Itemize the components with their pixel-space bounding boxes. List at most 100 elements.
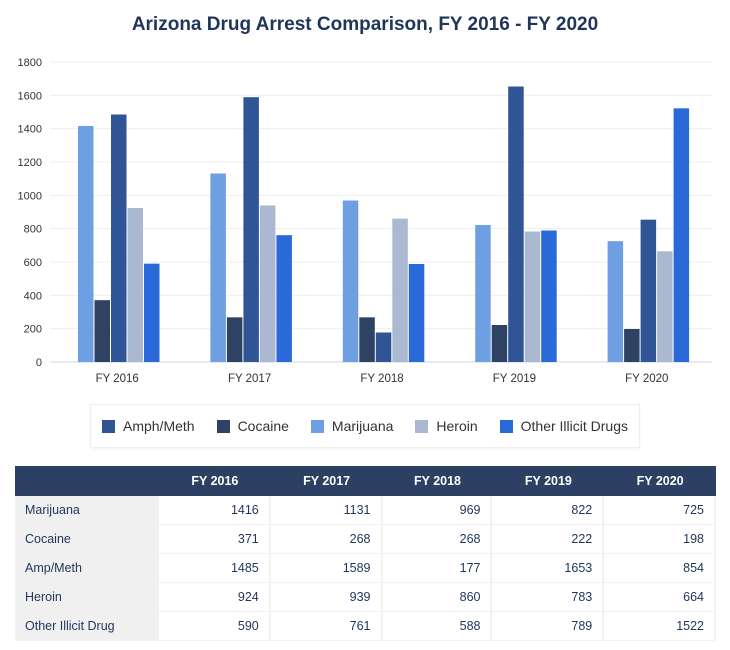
bar-marijuana-fy-2016[interactable] <box>78 126 94 362</box>
bar-amph-meth-fy-2020[interactable] <box>640 219 657 362</box>
bar-cocaine-fy-2020[interactable] <box>624 329 640 362</box>
legend-item[interactable]: Marijuana <box>310 418 394 434</box>
y-tick-label: 0 <box>36 357 42 369</box>
table-cell: 1485 <box>159 554 271 583</box>
bar-heroin-fy-2017[interactable] <box>259 205 276 363</box>
table-header: FY 2020 <box>604 466 716 496</box>
bar-other-illicit-drugs-fy-2018[interactable] <box>408 264 425 362</box>
y-tick-label: 1200 <box>18 157 42 169</box>
table-cell: 222 <box>492 525 605 554</box>
legend-swatch <box>216 419 230 433</box>
bar-marijuana-fy-2019[interactable] <box>475 225 491 362</box>
bar-other-illicit-drugs-fy-2016[interactable] <box>144 263 160 362</box>
bar-cocaine-fy-2016[interactable] <box>94 300 111 362</box>
legend-swatch <box>415 419 429 433</box>
table-row: Marijuana 1416 1131 969 822 725 <box>15 496 716 525</box>
legend-label: Marijuana <box>331 418 394 434</box>
bar-cocaine-fy-2017[interactable] <box>226 317 243 362</box>
bar-amph-meth-fy-2019[interactable] <box>508 86 524 363</box>
table-cell: 268 <box>382 525 493 554</box>
table-cell: 1131 <box>270 496 383 525</box>
row-label: Heroin <box>15 583 159 612</box>
table-header <box>15 466 159 496</box>
row-label: Cocaine <box>15 525 159 554</box>
x-tick-label: FY 2019 <box>493 373 536 385</box>
legend-item[interactable]: Heroin <box>415 418 478 434</box>
y-tick-label: 1000 <box>18 190 42 202</box>
bar-heroin-fy-2016[interactable] <box>127 208 144 362</box>
row-label: Other Illicit Drug <box>15 612 159 641</box>
legend-label: Cocaine <box>237 418 289 434</box>
bar-marijuana-fy-2020[interactable] <box>607 241 624 362</box>
legend-item[interactable]: Cocaine <box>216 418 289 434</box>
table-cell: 860 <box>382 583 493 612</box>
table-header: FY 2017 <box>270 466 383 496</box>
table-header: FY 2018 <box>382 466 493 496</box>
table-cell: 177 <box>382 554 493 583</box>
legend-label: Other Illicit Drugs <box>520 418 628 434</box>
table-cell: 822 <box>492 496 605 525</box>
bar-other-illicit-drugs-fy-2020[interactable] <box>673 108 690 362</box>
legend: Amph/Meth Cocaine Marijuana Heroin Other Ill… <box>90 404 640 448</box>
bar-heroin-fy-2020[interactable] <box>657 251 673 362</box>
table-cell: 939 <box>270 583 383 612</box>
table-row: Heroin 924 939 860 783 664 <box>15 583 716 612</box>
bar-heroin-fy-2019[interactable] <box>524 231 541 363</box>
y-tick-label: 1400 <box>18 124 42 136</box>
legend-swatch <box>499 419 513 433</box>
table-cell: 664 <box>604 583 716 612</box>
table-cell: 371 <box>159 525 271 554</box>
table-cell: 1416 <box>159 496 271 525</box>
legend-swatch <box>101 419 115 433</box>
legend-label: Amph/Meth <box>122 418 195 434</box>
bar-amph-meth-fy-2017[interactable] <box>243 97 259 363</box>
legend-item[interactable]: Amph/Meth <box>101 418 195 434</box>
x-tick-label: FY 2020 <box>625 373 668 385</box>
x-tick-label: FY 2017 <box>228 373 271 385</box>
y-tick-label: 1800 <box>18 57 42 69</box>
legend-swatch <box>310 419 324 433</box>
table-header: FY 2019 <box>492 466 605 496</box>
table-cell: 1653 <box>492 554 605 583</box>
table-cell: 725 <box>604 496 716 525</box>
y-tick-label: 400 <box>24 290 42 302</box>
table-cell: 1522 <box>604 612 716 641</box>
x-tick-label: FY 2018 <box>360 373 403 385</box>
table-cell: 198 <box>604 525 716 554</box>
x-tick-label: FY 2016 <box>96 373 139 385</box>
bar-amph-meth-fy-2018[interactable] <box>375 332 392 363</box>
row-label: Marijuana <box>15 496 159 525</box>
y-tick-label: 800 <box>24 224 42 236</box>
table-cell: 854 <box>604 554 716 583</box>
table-cell: 590 <box>159 612 271 641</box>
bar-chart: 0 200 400 600 800 1000 1200 1400 1600 1800 FY 2016… <box>18 57 712 385</box>
bar-marijuana-fy-2018[interactable] <box>342 200 359 363</box>
bar-marijuana-fy-2017[interactable] <box>210 173 226 363</box>
bar-other-illicit-drugs-fy-2017[interactable] <box>276 235 292 362</box>
bar-heroin-fy-2018[interactable] <box>392 218 408 362</box>
table-cell: 1589 <box>270 554 383 583</box>
y-tick-label: 200 <box>24 324 42 336</box>
table-cell: 761 <box>270 612 383 641</box>
data-table: FY 2016 FY 2017 FY 2018 FY 2019 FY 2020 Mari… <box>15 466 716 641</box>
bar-other-illicit-drugs-fy-2019[interactable] <box>541 230 557 363</box>
row-label: Amp/Meth <box>15 554 159 583</box>
bar-cocaine-fy-2019[interactable] <box>491 325 508 362</box>
table-row: Amp/Meth 1485 1589 177 1653 854 <box>15 554 716 583</box>
y-tick-label: 600 <box>24 257 42 269</box>
table-cell: 268 <box>270 525 383 554</box>
table-cell: 924 <box>159 583 271 612</box>
legend-item[interactable]: Other Illicit Drugs <box>499 418 628 434</box>
legend-label: Heroin <box>436 418 478 434</box>
y-tick-label: 1600 <box>18 90 42 102</box>
table-cell: 789 <box>492 612 605 641</box>
table-cell: 588 <box>382 612 493 641</box>
table-row: Cocaine 371 268 268 222 198 <box>15 525 716 554</box>
table-cell: 783 <box>492 583 605 612</box>
chart-title: Arizona Drug Arrest Comparison, FY 2016 … <box>131 14 599 35</box>
bar-cocaine-fy-2018[interactable] <box>359 317 375 362</box>
bar-amph-meth-fy-2016[interactable] <box>111 114 127 363</box>
table-cell: 969 <box>382 496 493 525</box>
table-row: Other Illicit Drug 590 761 588 789 1522 <box>15 612 716 641</box>
table-header: FY 2016 <box>159 466 271 496</box>
